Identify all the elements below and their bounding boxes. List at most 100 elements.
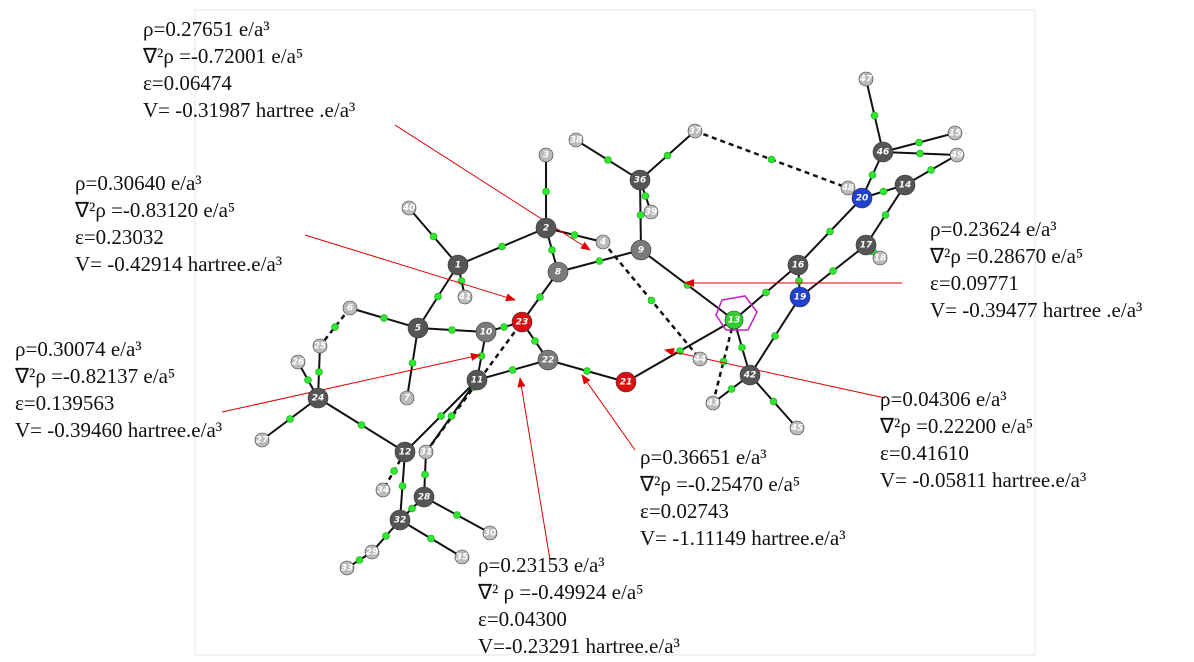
atom: 2 — [536, 218, 556, 238]
atom-label: 14 — [899, 181, 912, 191]
annotation: ρ=0.23624 e/a³∇²ρ =0.28670 e/a⁵ε=0.09771… — [930, 216, 1142, 324]
annotation-line: V=-0.23291 hartree.e/a³ — [478, 633, 680, 660]
bond-critical-point — [449, 327, 456, 334]
bond-critical-point — [871, 112, 878, 119]
pointer-arrow — [222, 355, 480, 412]
bond-critical-point — [430, 233, 437, 240]
bond-critical-point — [637, 212, 644, 219]
bond-critical-point — [501, 324, 508, 331]
annotation-line: ρ=0.23153 e/a³ — [478, 552, 680, 579]
atom-label: 26 — [292, 358, 305, 368]
bond-critical-point — [532, 338, 539, 345]
atom-label: 31 — [420, 448, 433, 458]
atom-label: 21 — [620, 378, 633, 388]
atom: 12 — [395, 442, 415, 462]
bond-critical-point — [537, 294, 544, 301]
atom: 40 — [402, 201, 416, 215]
bond-critical-point — [381, 315, 388, 322]
atom: 6 — [343, 301, 357, 315]
atom: 20 — [852, 188, 872, 208]
atom: 49 — [950, 148, 964, 162]
bond-critical-point — [332, 324, 339, 331]
bond-critical-point — [772, 333, 779, 340]
atom-label: 37 — [689, 127, 702, 137]
atom-label: 15 — [949, 129, 962, 139]
bond-critical-point — [739, 344, 746, 351]
annotation-line: ε=0.09771 — [930, 270, 1142, 297]
annotation-line: ρ=0.04306 e/a³ — [880, 386, 1086, 413]
bond-critical-point — [928, 167, 935, 174]
atom-label: 1 — [455, 261, 461, 271]
bond-critical-point — [356, 557, 363, 564]
diagram: 1234567891011121314151617181920212223242… — [0, 0, 1194, 662]
bond-critical-point — [499, 243, 506, 250]
atom: 4 — [596, 235, 610, 249]
annotation-line: V= -0.42914 hartree.e/a³ — [75, 251, 282, 278]
atom: 34 — [376, 483, 390, 497]
atom-label: 43 — [706, 399, 720, 409]
atom-label: 34 — [377, 486, 390, 496]
annotation-line: ρ=0.36651 e/a³ — [640, 444, 846, 471]
annotation-line: V= -0.39460 hartree.e/a³ — [15, 417, 222, 444]
atom-label: 47 — [859, 75, 873, 85]
atom: 28 — [414, 487, 434, 507]
bond-critical-point — [596, 258, 603, 265]
bond-critical-point — [584, 368, 591, 375]
atom: 48 — [841, 181, 855, 195]
atom: 39 — [644, 205, 658, 219]
bond-critical-point — [642, 193, 649, 200]
atom: 18 — [873, 251, 887, 265]
atom: 30 — [483, 526, 497, 540]
atom: 46 — [873, 142, 893, 162]
atom-label: 22 — [542, 356, 555, 366]
bond-critical-point — [454, 512, 461, 519]
bond-critical-point — [409, 505, 416, 512]
bond-critical-point — [478, 353, 485, 360]
atom-label: 4 — [599, 238, 606, 248]
atom: 45 — [790, 421, 804, 435]
bond-critical-point — [428, 535, 435, 542]
atom-label: 40 — [402, 204, 416, 214]
atom-label: 27 — [256, 436, 269, 446]
annotation-line: ∇²ρ =-0.82137 e/a⁵ — [15, 363, 222, 390]
annotation-line: ε=0.23032 — [75, 224, 282, 251]
bond-critical-point — [728, 386, 735, 393]
bond-critical-point — [305, 377, 312, 384]
annotation: ρ=0.30074 e/a³∇²ρ =-0.82137 e/a⁵ε=0.1395… — [15, 336, 222, 444]
atom: 11 — [467, 370, 487, 390]
atom-label: 13 — [728, 316, 741, 326]
bonds — [262, 79, 957, 568]
atom-label: 18 — [874, 254, 887, 264]
bond-critical-point — [383, 533, 390, 540]
atom-label: 24 — [312, 394, 325, 404]
atom-label: 38 — [570, 136, 583, 146]
atom-label: 29 — [366, 548, 379, 558]
annotation-line: V= -1.11149 hartree.e/a³ — [640, 525, 846, 552]
bond-critical-point — [399, 483, 406, 490]
atom: 15 — [948, 126, 962, 140]
atom: 27 — [255, 433, 269, 447]
atom: 26 — [291, 355, 305, 369]
annotation-line: ε=0.02743 — [640, 498, 846, 525]
atom-label: 23 — [516, 318, 529, 328]
atom: 43 — [706, 396, 720, 410]
bond-critical-point — [768, 156, 775, 163]
atom: 10 — [476, 322, 496, 342]
annotation-line: V= -0.39477 hartree .e/a³ — [930, 297, 1142, 324]
atom: 42 — [740, 365, 760, 385]
bond-critical-point — [358, 422, 365, 429]
annotation-line: ε=0.04300 — [478, 606, 680, 633]
atom-label: 3 — [543, 151, 549, 161]
atom-label: 20 — [856, 194, 869, 204]
atom-label: 44 — [693, 355, 707, 365]
atom: 23 — [512, 312, 532, 332]
bond-critical-point — [391, 468, 398, 475]
atom: 37 — [688, 124, 702, 138]
bond-critical-point — [648, 297, 655, 304]
atom-label: 10 — [480, 328, 493, 338]
bond-critical-point — [409, 360, 416, 367]
atom: 16 — [788, 255, 808, 275]
